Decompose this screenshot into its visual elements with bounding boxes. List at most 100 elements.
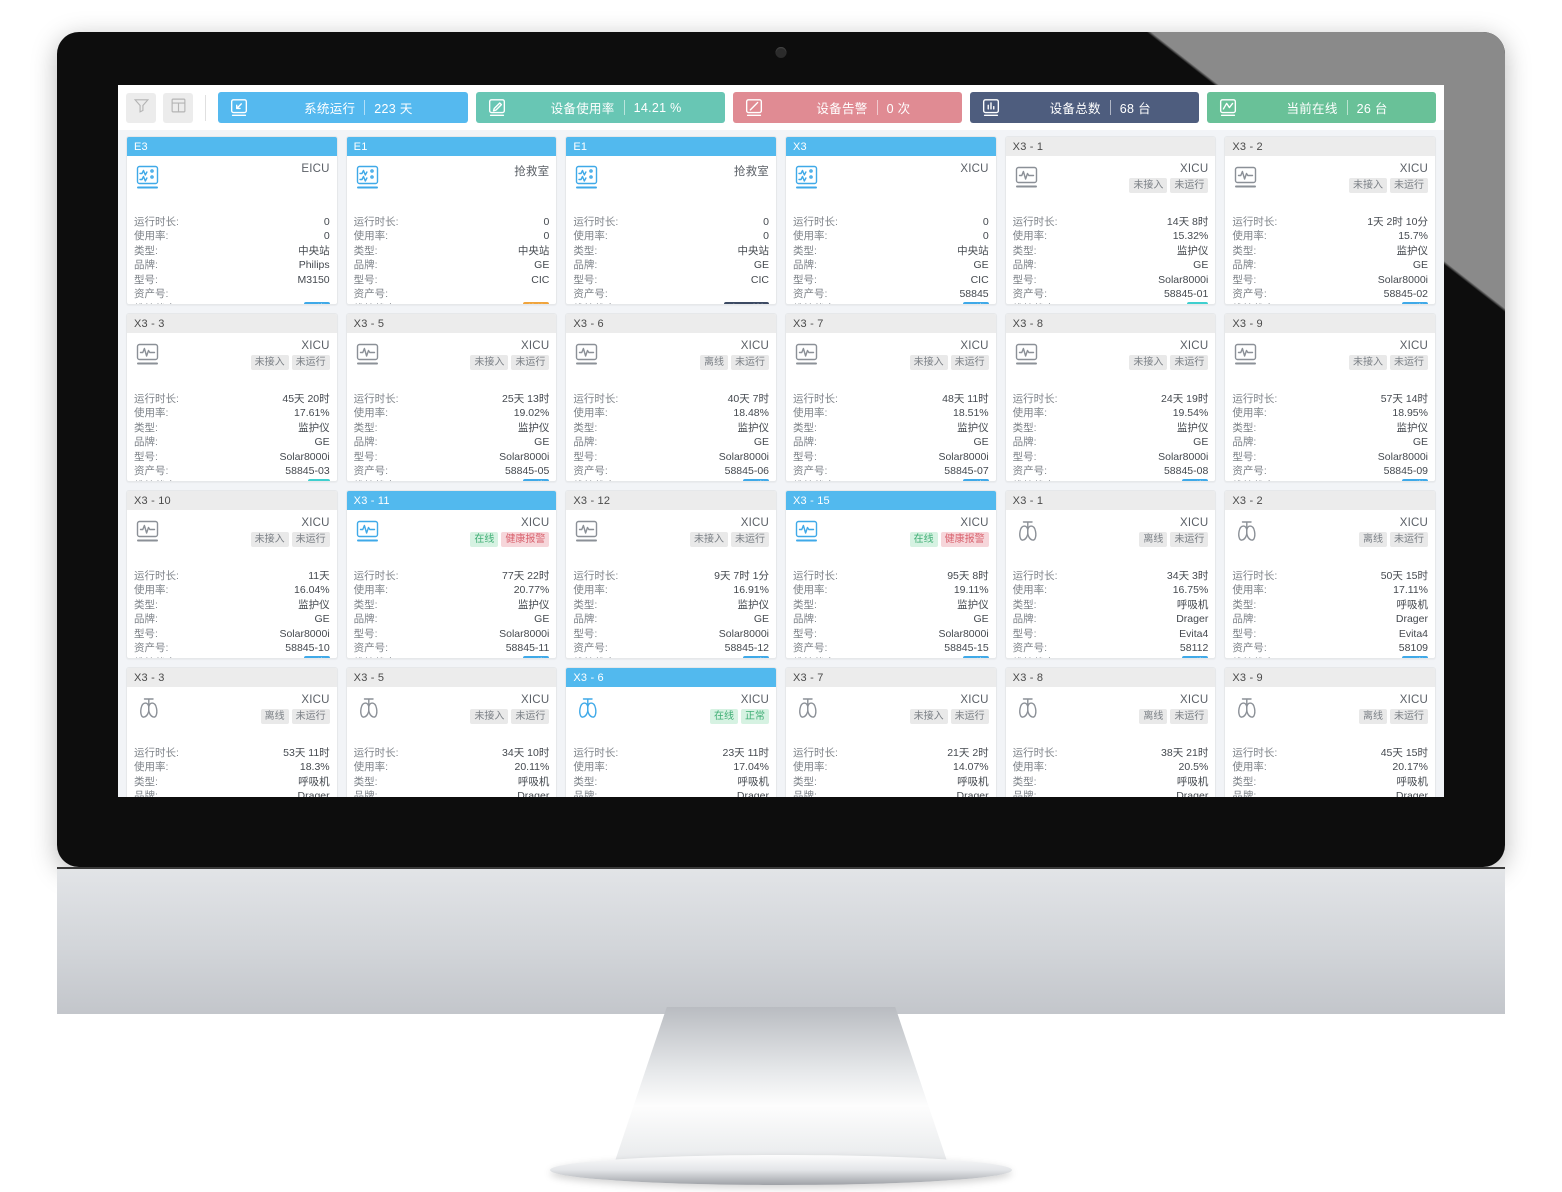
spec-label: 运行时长: [1012, 747, 1058, 759]
spec-label: 型号: [353, 273, 378, 286]
spec-label: 资产号: [573, 642, 608, 655]
spec-label: 使用率: [1012, 407, 1048, 420]
spec-row-asset: 资产号: [573, 288, 769, 301]
spec-label: 维护状态: [134, 303, 179, 304]
spec-label: 使用率: [134, 761, 169, 774]
kpi-label: 设备告警 [816, 102, 868, 116]
spec-value: 监护仪 [517, 598, 550, 611]
device-card[interactable]: X3 - 6 XICU 离线 未运行 运行时长: 40天 7时 使用率: 18.48% 类型: 监… [565, 313, 777, 482]
spec-label: 类型: [134, 421, 158, 434]
spec-value: 监护仪 [1396, 244, 1429, 257]
spec-value: 15.32% [1172, 230, 1209, 243]
status-chip-group: 未接入 未运行 [1349, 178, 1428, 193]
device-card[interactable]: X3 - 8 XICU 离线 未运行 运行时长: 38天 21时 使用率: 20.5% 类型: 呼… [1004, 667, 1217, 797]
spec-label: 维护状态: [354, 657, 399, 658]
spec-list: 运行时长: 34天 3时 使用率: 16.75% 类型: 呼吸机 品牌: Drager 型号: E… [1006, 565, 1216, 658]
status-chip-group: 离线 未运行 [1139, 709, 1209, 724]
device-card[interactable]: X3 - 12 XICU 未接入 未运行 运行时长: 9天 7时 1分 使用率: 16.91%… [565, 490, 777, 659]
kpi-2[interactable]: 设备使用率 14.21 % [475, 92, 726, 123]
spec-label: 品牌: [793, 436, 817, 449]
device-card[interactable]: X3 - 9 XICU 离线 未运行 运行时长: 45天 15时 使用率: 20.17% 类型:… [1224, 667, 1436, 797]
kpi-4[interactable]: 设备总数 68 台 [970, 92, 1200, 123]
device-card[interactable]: X3 - 2 XICU 离线 未运行 运行时长: 50天 15时 使用率: 17.11% 类型:… [1224, 490, 1436, 659]
spec-row-model: 型号: CIC [354, 274, 550, 287]
spec-row-asset: 资产号: 58845-01 [1013, 288, 1209, 301]
spec-label: 品牌: [793, 790, 817, 797]
spec-list: 运行时长:38天 21时使用率:20.5%类型:呼吸机品牌:Drager型号:E… [1006, 742, 1216, 797]
device-card[interactable]: X3 - 15 XICU 在线 健康报警 运行时长: 95天 8时 使用率: 19.11% 类型… [785, 490, 997, 659]
spec-row-brand: 品牌: GE [1013, 436, 1209, 449]
device-card[interactable]: X3 - 9 XICU 未接入 未运行 运行时长: 57天 14时 使用率: 18.95% 类型… [1224, 313, 1436, 482]
spec-row-type: 类型: 中央站 [134, 245, 330, 258]
device-card[interactable]: X3 - 8 XICU 未接入 未运行 运行时长: 24天 19时 使用率: 19.54% 类型… [1004, 313, 1217, 482]
card-title: X3 - 11 [353, 494, 390, 507]
status-chip: 离线 [1359, 532, 1387, 547]
spec-value: 16.91% [733, 584, 769, 597]
device-card[interactable]: X3 - 2 XICU 未接入 未运行 运行时长: 1天 2时 10分 使用率: 15.7% 类… [1224, 136, 1436, 305]
device-card[interactable]: E1抢救室运行时长:0使用率:0类型:中央站品牌:GE型号:CIC资产号:维护状… [565, 136, 777, 305]
device-card[interactable]: X3 - 10 XICU 未接入 未运行 运行时长: 11天 使用率: 16.04% 类型: 监护… [126, 490, 338, 659]
spec-label: 运行时长: [793, 216, 838, 228]
spec-label: 运行时长: [1012, 570, 1058, 582]
spec-label: 运行时长: [793, 747, 838, 759]
card-header: X3 - 2 [1225, 137, 1435, 156]
spec-label: 使用率: [573, 584, 608, 597]
spec-row-usage: 使用率: 18.48% [573, 407, 769, 420]
department-label: XICU [301, 340, 330, 352]
device-card[interactable]: X3 - 7 XICU 未接入 未运行 运行时长: 21天 2时 使用率: 14.07% 类型:… [785, 667, 997, 797]
kpi-5[interactable]: 当前在线 26 台 [1207, 92, 1436, 123]
card-status-area: XICU 离线 未运行 [1359, 694, 1428, 724]
spec-row-maintenance: 维护状态: 正常 [793, 479, 989, 481]
spec-label: 类型: [573, 598, 598, 611]
device-card[interactable]: X3 - 11 XICU 在线 健康报警 运行时长: 77天 22时 使用率: 20.77% 类… [345, 490, 558, 659]
spec-label: 运行时长: [353, 393, 399, 405]
spec-label: 型号: [134, 273, 158, 286]
card-header: X3 - 12 [566, 491, 776, 510]
spec-value: 呼吸机 [737, 775, 770, 788]
spec-label: 品牌: [573, 790, 598, 797]
card-status-area: XICU 离线 未运行 [1139, 517, 1209, 547]
card-top: XICU 未接入 未运行 [1006, 333, 1216, 388]
spec-row-asset: 资产号: [354, 288, 550, 301]
layout-button[interactable] [163, 92, 193, 123]
spec-row-asset: 资产号: 58845 [793, 288, 989, 301]
spec-label: 类型: [1232, 598, 1257, 611]
spec-label: 类型: [1232, 244, 1257, 257]
device-card[interactable]: X3 - 3 XICU 未接入 未运行 运行时长: 45天 20时 使用率: 17.61% 类型… [126, 313, 338, 482]
card-status-area: XICU 未接入 未运行 [250, 340, 330, 370]
spec-value: 0 [543, 230, 550, 243]
device-card[interactable]: X3 - 1 XICU 未接入 未运行 运行时长: 14天 8时 使用率: 15.32% 类型:… [1004, 136, 1217, 305]
spec-label: 使用率: [793, 584, 828, 597]
device-card[interactable]: X3 - 7 XICU 未接入 未运行 运行时长: 48天 11时 使用率: 18.51% 类型… [785, 313, 997, 482]
card-top: XICU 在线 正常 [566, 687, 776, 742]
spec-label: 类型: [353, 598, 378, 611]
spec-label: 维护状态: [793, 303, 838, 304]
spec-value: 58845-09 [1383, 465, 1428, 478]
filter-button[interactable] [126, 92, 156, 123]
spec-value: 中央站 [957, 244, 989, 257]
kpi-3[interactable]: 设备告警 0 次 [733, 92, 963, 123]
device-card[interactable]: X3 - 5 XICU 未接入 未运行 运行时长: 34天 10时 使用率: 20.11% 类型… [345, 667, 558, 797]
spec-row-brand: 品牌: GE [793, 259, 989, 272]
device-card[interactable]: X3 XICU 运行时长: 0 使用率: 0 类型: 中央站 品牌: GE 型号: CIC 资产号: 58… [785, 136, 997, 305]
spec-row-runtime: 运行时长: 0 [134, 216, 330, 229]
card-header: X3 - 2 [1225, 491, 1435, 510]
spec-row-maintenance: 维护状态: 正常 [573, 656, 769, 658]
device-card[interactable]: E1抢救室运行时长:0使用率:0类型:中央站品牌:GE型号:CIC资产号:维护状… [345, 136, 558, 305]
spec-label: 资产号: [1012, 465, 1048, 478]
card-top: XICU 未接入 未运行 [127, 333, 337, 388]
spec-label: 维护状态: [793, 657, 838, 658]
device-card[interactable]: X3 - 5 XICU 未接入 未运行 运行时长: 25天 13时 使用率: 19.02% 类型… [345, 313, 558, 482]
device-card[interactable]: E3 EICU 运行时长: 0 使用率: 0 类型: 中央站 品牌: Philips 型号: M315… [126, 136, 338, 305]
spec-label: 使用率: [1232, 230, 1267, 243]
device-card[interactable]: X3 - 3 XICU 离线 未运行 运行时长: 53天 11时 使用率: 18.3% 类型: 呼… [126, 667, 338, 797]
status-chip: 未接入 [1129, 355, 1168, 370]
monitor-ecg-icon [793, 517, 823, 547]
spec-row-type: 类型: 呼吸机 [354, 776, 550, 789]
department-label: 抢救室 [733, 166, 769, 178]
spec-value: 0 [323, 230, 330, 243]
spec-value: 48天 11时 [942, 393, 989, 405]
device-card[interactable]: X3 - 1 XICU 离线 未运行 运行时长: 34天 3时 使用率: 16.75% 类型: 呼… [1004, 490, 1217, 659]
kpi-1[interactable]: 系统运行 223 天 [218, 92, 468, 123]
device-card[interactable]: X3 - 6 XICU 在线 正常 运行时长: 23天 11时 使用率: 17.04% 类型: 呼… [565, 667, 777, 797]
